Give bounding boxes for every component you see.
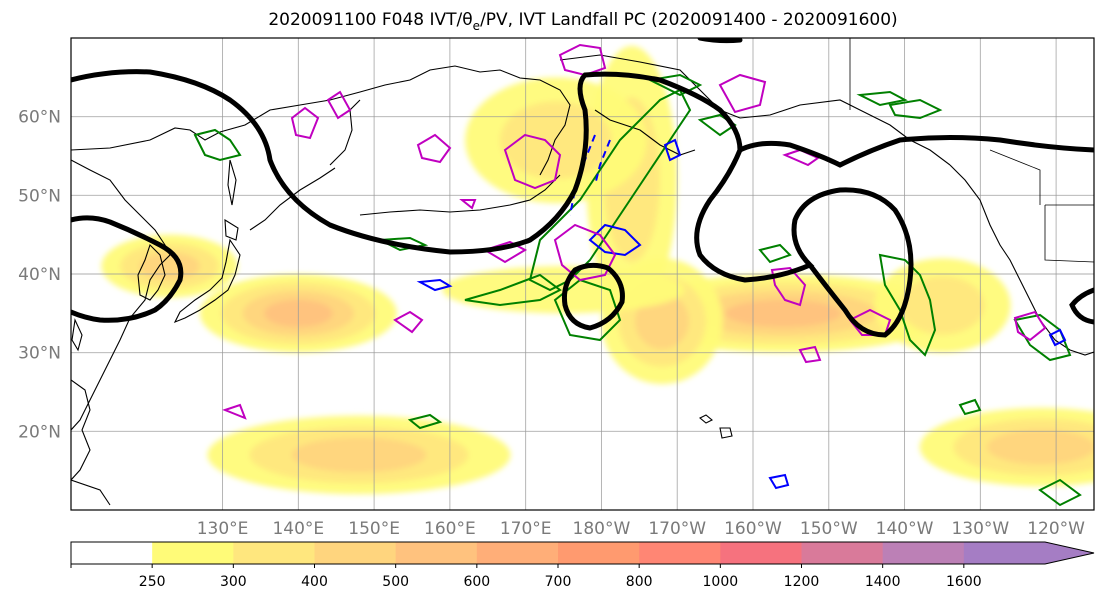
lat-tick-label: 50°N xyxy=(18,186,61,206)
ivt-nw-pacific-south-level-3 xyxy=(291,437,427,473)
theta-e-contours xyxy=(71,38,1094,338)
colorbar-tick-label: 700 xyxy=(545,574,572,590)
lon-tick-label: 130°E xyxy=(197,519,249,539)
colorbar-tick-label: 250 xyxy=(139,574,166,590)
lon-tick-label: 140°E xyxy=(272,519,324,539)
colorbar-tick-label: 600 xyxy=(463,574,490,590)
colorbar-segment xyxy=(639,542,721,564)
colorbar-tick-labels: 250 300 400 500 600 700 800 1000 1200 1400 1600 xyxy=(70,564,982,590)
colorbar-segment xyxy=(558,542,640,564)
ivt-ne-pacific-plume-level-2 xyxy=(900,276,985,335)
colorbar-tick-label: 800 xyxy=(626,574,653,590)
colorbar-segment xyxy=(963,542,1046,564)
colorbar-tick-label: 300 xyxy=(220,574,247,590)
longitude-axis: 130°E 140°E 150°E 160°E 170°E 180°W 170°W 160°W… xyxy=(197,519,1085,539)
colorbar-tick-label: 1600 xyxy=(946,574,982,590)
colorbar xyxy=(70,541,1095,565)
gridlines xyxy=(71,38,1094,510)
lon-tick-label: 150°W xyxy=(800,519,858,539)
lat-tick-label: 60°N xyxy=(18,108,61,128)
lon-tick-label: 170°W xyxy=(648,519,706,539)
lon-tick-label: 120°W xyxy=(1027,519,1085,539)
lon-tick-label: 170°E xyxy=(500,519,552,539)
coastlines xyxy=(71,54,1094,506)
colorbar-segment xyxy=(882,542,965,564)
ivt-subtropical-east-level-3 xyxy=(987,429,1094,465)
colorbar-extend-arrow xyxy=(1045,542,1094,564)
lon-tick-label: 160°W xyxy=(724,519,782,539)
ivt-korea-plume-level-3 xyxy=(139,252,200,281)
colorbar-tick-label: 1200 xyxy=(784,574,820,590)
lon-tick-label: 140°W xyxy=(876,519,934,539)
lon-tick-label: 180°W xyxy=(573,519,631,539)
colorbar-segment xyxy=(233,542,315,564)
map-frame xyxy=(70,37,1095,511)
colorbar-tick-label: 1400 xyxy=(865,574,901,590)
country-borders xyxy=(849,38,1094,263)
lon-tick-label: 130°W xyxy=(951,519,1009,539)
colorbar-tick-label: 1000 xyxy=(703,574,739,590)
chart-title: 2020091100 F048 IVT/θe/PV, IVT Landfall … xyxy=(268,10,897,33)
lon-tick-label: 160°E xyxy=(424,519,476,539)
colorbar-tick-label: 500 xyxy=(382,574,409,590)
map-area xyxy=(71,38,1094,510)
colorbar-segment xyxy=(395,542,478,564)
colorbar-segment xyxy=(71,542,153,564)
colorbar-segment xyxy=(314,542,397,564)
ivt-low-plume-level-3 xyxy=(635,293,690,350)
colorbar-segment xyxy=(720,542,802,564)
colorbar-outline xyxy=(70,541,1095,565)
colorbar-segment xyxy=(801,542,884,564)
colorbar-segment xyxy=(152,542,234,564)
lat-tick-label: 20°N xyxy=(18,422,61,442)
colorbar-segment xyxy=(476,542,559,564)
colorbar-tick-label: 400 xyxy=(301,574,328,590)
lon-tick-label: 150°E xyxy=(348,519,400,539)
pv-contours xyxy=(222,43,1047,420)
latitude-axis: 60°N 50°N 40°N 30°N 20°N xyxy=(18,108,61,443)
lat-tick-label: 30°N xyxy=(18,344,61,364)
lat-tick-label: 40°N xyxy=(18,265,61,285)
ivt-central-plume-level-4 xyxy=(725,299,842,328)
